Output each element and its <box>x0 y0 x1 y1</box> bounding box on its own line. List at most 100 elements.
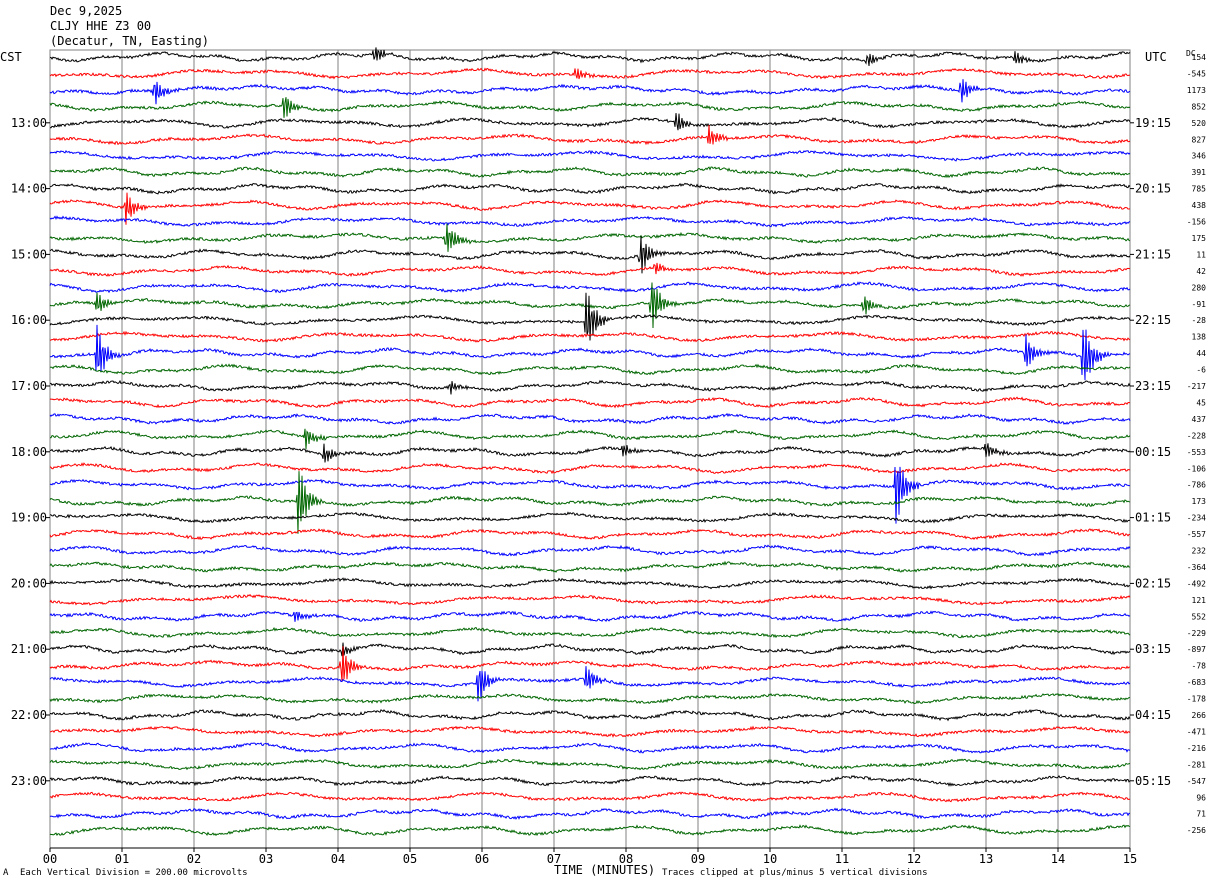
hour-label-utc: 04:15 <box>1135 708 1171 722</box>
x-tick-label: 04 <box>331 852 345 866</box>
x-tick-label: 13 <box>979 852 993 866</box>
x-tick-label: 12 <box>907 852 921 866</box>
hour-label-utc: 05:15 <box>1135 774 1171 788</box>
trace-black <box>49 577 1131 590</box>
dc-offset-label: -545 <box>1187 69 1206 78</box>
dc-offset-label: -553 <box>1187 448 1206 457</box>
dc-offset-label: -106 <box>1187 464 1206 473</box>
dc-offset-label: 520 <box>1192 119 1207 128</box>
dc-offset-label: -364 <box>1187 563 1206 572</box>
dc-offset-label: 1173 <box>1187 86 1206 95</box>
footer: A Each Vertical Division = 200.00 microv… <box>3 863 928 878</box>
left-zone-label: CST <box>0 50 22 64</box>
hour-label-cst: 14:00 <box>11 182 47 196</box>
dc-offset-label: 852 <box>1192 102 1207 111</box>
right-zone-label: UTC <box>1145 50 1167 64</box>
trace-black <box>49 47 1131 67</box>
trace-black <box>49 292 1131 341</box>
trace-black <box>50 113 1131 131</box>
hour-label-utc: 22:15 <box>1135 313 1171 327</box>
trace-green <box>49 824 1131 837</box>
x-tick-label: 14 <box>1051 852 1065 866</box>
dc-offset-label: -492 <box>1187 579 1206 588</box>
dc-offset-label: -547 <box>1187 777 1206 786</box>
dc-offset-label: -217 <box>1187 382 1206 391</box>
dc-offset-label: 42 <box>1196 267 1206 276</box>
trace-blue <box>49 544 1131 557</box>
trace-green <box>49 627 1131 639</box>
trace-green <box>49 282 1131 329</box>
hour-label-cst: 19:00 <box>11 511 47 525</box>
x-axis-title: TIME (MINUTES) <box>554 863 655 877</box>
dc-offset-label: -786 <box>1187 481 1206 490</box>
dc-offset-label: 11 <box>1196 250 1206 259</box>
dc-offset-label: 827 <box>1192 135 1207 144</box>
dc-offset-label: 280 <box>1192 283 1207 292</box>
hour-label-utc: 20:15 <box>1135 182 1171 196</box>
dc-offset-label: -228 <box>1187 431 1206 440</box>
hour-label-utc: 19:15 <box>1135 116 1171 130</box>
x-tick-label: 07 <box>547 852 561 866</box>
dc-offset-label: 138 <box>1192 333 1207 342</box>
trace-black <box>49 182 1131 195</box>
dc-offset-label: -281 <box>1187 760 1206 769</box>
hour-label-utc: 00:15 <box>1135 445 1171 459</box>
hour-label-cst: 18:00 <box>11 445 47 459</box>
hour-label-utc: 02:15 <box>1135 576 1171 590</box>
x-tick-label: 11 <box>835 852 849 866</box>
hour-label-cst: 20:00 <box>11 576 47 590</box>
trace-red <box>49 67 1131 80</box>
dc-offset-label: -178 <box>1187 695 1206 704</box>
dc-offset-label: -897 <box>1187 645 1206 654</box>
dc-offset-label: -557 <box>1187 530 1206 539</box>
trace-black <box>49 709 1131 722</box>
x-tick-label: 06 <box>475 852 489 866</box>
dc-offset-label: 44 <box>1196 349 1206 358</box>
x-tick-label: 09 <box>691 852 705 866</box>
x-tick-label: 03 <box>259 852 273 866</box>
dc-offset-label: -91 <box>1192 300 1207 309</box>
hour-label-cst: 13:00 <box>11 116 47 130</box>
dc-offset-label: 175 <box>1192 234 1207 243</box>
trace-green <box>49 560 1131 573</box>
trace-green <box>49 363 1131 376</box>
dc-offset-label: 45 <box>1196 398 1206 407</box>
x-tick-label: 00 <box>43 852 57 866</box>
dc-offset-label: -156 <box>1187 218 1206 227</box>
dc-offset-label: 232 <box>1192 547 1207 556</box>
dc-label: DC <box>1186 49 1196 58</box>
trace-blue <box>49 281 1131 294</box>
trace-red <box>49 791 1131 803</box>
dc-offset-label: -78 <box>1192 662 1207 671</box>
trace-red <box>49 593 1131 606</box>
trace-black <box>49 642 1131 657</box>
trace-red <box>49 646 1130 682</box>
trace-green <box>49 166 1131 179</box>
trace-blue <box>49 807 1131 820</box>
x-tick-label: 15 <box>1123 852 1137 866</box>
trace-green <box>49 471 1131 534</box>
trace-green <box>49 223 1131 252</box>
hour-label-cst: 16:00 <box>11 313 47 327</box>
dc-offset-label: -471 <box>1187 727 1206 736</box>
header-location: (Decatur, TN, Easting) <box>50 34 209 48</box>
dc-offset-label: -229 <box>1187 629 1206 638</box>
dc-offset-label: 266 <box>1192 711 1207 720</box>
trace-red <box>49 396 1131 409</box>
dc-offset-label: -28 <box>1192 316 1207 325</box>
dc-offset-label: 71 <box>1196 810 1206 819</box>
trace-red <box>49 124 1131 146</box>
dc-offset-label: -234 <box>1187 514 1206 523</box>
trace-red <box>49 528 1131 541</box>
dc-offset-label: -216 <box>1187 744 1206 753</box>
trace-blue <box>49 466 1131 524</box>
trace-blue <box>49 79 1131 105</box>
dc-offset-label: 391 <box>1192 168 1207 177</box>
trace-red <box>49 262 1131 277</box>
axis-labels: CST UTC DC 00 01 02 03 04 05 06 07 08 09 10 11 12 13 1… <box>0 49 1206 866</box>
dc-offset-label: -256 <box>1187 826 1206 835</box>
trace-black <box>49 511 1131 524</box>
trace-red <box>49 462 1131 475</box>
hour-label-cst: 15:00 <box>11 247 47 261</box>
